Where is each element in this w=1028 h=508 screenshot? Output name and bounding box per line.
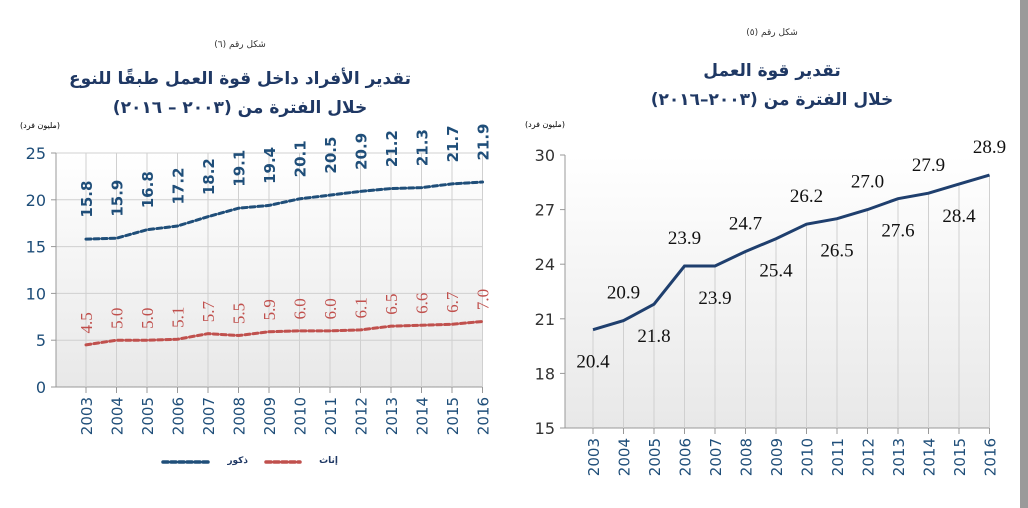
data-label: 6.6 (413, 293, 432, 314)
data-label: 5.0 (108, 308, 127, 329)
y-tick-label: 15 (26, 238, 46, 257)
x-tick-label: 2008 (231, 397, 249, 435)
chart-title: تقدير الأفراد داخل قوة العمل طبقًا للنوع (69, 67, 411, 89)
x-tick-label: 2009 (768, 438, 786, 476)
x-tick-label: 2016 (475, 397, 493, 435)
x-tick-label: 2015 (444, 397, 462, 435)
chart-title: تقدير قوة العمل (703, 61, 840, 81)
y-tick-label: 0 (36, 378, 46, 397)
data-label: 20.4 (576, 352, 610, 373)
data-label: 21.3 (414, 129, 432, 166)
data-label: 20.9 (607, 283, 640, 304)
series-line (592, 173, 990, 332)
x-tick-label: 2013 (383, 397, 401, 435)
x-tick-label: 2009 (261, 397, 279, 435)
x-tick-label: 2011 (829, 438, 847, 476)
x-tick-label: 2012 (353, 397, 371, 435)
chart-subtitle: خلال الفترة من (٢٠٠٣–٢٠١٦) (651, 90, 894, 110)
data-label: 6.7 (443, 291, 462, 313)
y-tick-label: 15 (535, 419, 555, 438)
x-tick-label: 2016 (982, 438, 1000, 476)
scrollbar[interactable] (1020, 0, 1028, 508)
x-tick-label: 2007 (707, 438, 725, 476)
data-label: 18.2 (200, 158, 218, 195)
x-tick-label: 2013 (890, 438, 908, 476)
y-tick-label: 24 (535, 255, 555, 274)
x-tick-label: 2004 (616, 438, 634, 476)
data-label: 28.4 (942, 206, 976, 227)
data-label: 26.2 (790, 186, 823, 207)
x-tick-label: 2010 (799, 438, 817, 476)
data-label: 6.0 (321, 298, 340, 319)
x-tick-label: 2015 (951, 438, 969, 476)
x-tick-label: 2006 (677, 438, 695, 476)
data-label: 5.0 (138, 308, 157, 329)
y-tick-label: 30 (535, 146, 555, 165)
x-tick-label: 2005 (646, 438, 664, 476)
x-tick-label: 2003 (78, 397, 96, 435)
data-label: 19.4 (261, 147, 279, 184)
series-line (84, 180, 484, 241)
data-label: 5.1 (169, 307, 188, 328)
data-label: 16.8 (139, 171, 157, 208)
data-label: 20.5 (322, 137, 340, 174)
x-tick-label: 2011 (322, 397, 340, 435)
data-label: 20.1 (292, 140, 310, 177)
data-label: 6.0 (291, 298, 310, 319)
data-label: 6.5 (382, 294, 401, 315)
plot-area (565, 155, 990, 428)
x-tick-label: 2004 (109, 397, 127, 435)
data-label: 28.9 (973, 137, 1006, 158)
data-label: 19.1 (231, 150, 249, 187)
data-label: 15.9 (109, 180, 127, 217)
data-label: 27.0 (851, 172, 884, 193)
legend-label: ذكور (226, 456, 248, 466)
y-unit-label: (مليون فرد) (20, 121, 60, 130)
data-label: 5.9 (260, 299, 279, 320)
data-label: 27.9 (912, 155, 945, 176)
x-tick-label: 2012 (860, 438, 878, 476)
chart-subtitle: خلال الفترة من (٢٠٠٣ – ٢٠١٦) (113, 98, 367, 118)
data-label: 15.8 (78, 181, 96, 218)
x-tick-label: 2014 (921, 438, 939, 476)
data-label: 5.7 (199, 301, 218, 323)
series-line (84, 319, 484, 347)
y-tick-label: 20 (26, 191, 46, 210)
data-label: 27.6 (881, 221, 914, 242)
x-tick-label: 2005 (139, 397, 157, 435)
data-label: 25.4 (759, 261, 793, 282)
data-label: 24.7 (729, 213, 762, 234)
data-label: 20.9 (353, 133, 371, 170)
data-label: 6.1 (352, 297, 371, 318)
legend-label: إناث (319, 456, 338, 466)
y-tick-label: 18 (535, 364, 555, 383)
y-tick-label: 5 (36, 331, 46, 350)
y-unit-label: (مليون فرد) (525, 120, 565, 129)
y-tick-label: 27 (535, 201, 555, 220)
y-tick-label: 10 (26, 284, 46, 303)
data-label: 7.0 (474, 289, 493, 310)
x-tick-label: 2007 (200, 397, 218, 435)
x-tick-label: 2003 (585, 438, 603, 476)
data-label: 26.5 (820, 241, 853, 262)
y-tick-label: 25 (26, 144, 46, 163)
data-label: 21.7 (444, 125, 462, 162)
data-label: 17.2 (170, 168, 188, 205)
data-label: 4.5 (77, 312, 96, 333)
data-label: 5.5 (230, 303, 249, 324)
x-tick-label: 2010 (292, 397, 310, 435)
figure-label: شكل رقم (٥) (746, 28, 798, 38)
data-label: 23.9 (668, 228, 701, 249)
x-tick-label: 2014 (414, 397, 432, 435)
data-label: 21.2 (383, 130, 401, 167)
data-label: 21.8 (637, 326, 670, 347)
x-tick-label: 2008 (738, 438, 756, 476)
x-tick-label: 2006 (170, 397, 188, 435)
data-label: 21.9 (475, 124, 493, 161)
data-label: 23.9 (698, 288, 731, 309)
y-tick-label: 21 (535, 310, 555, 329)
figure-label: شكل رقم (٦) (214, 40, 266, 50)
